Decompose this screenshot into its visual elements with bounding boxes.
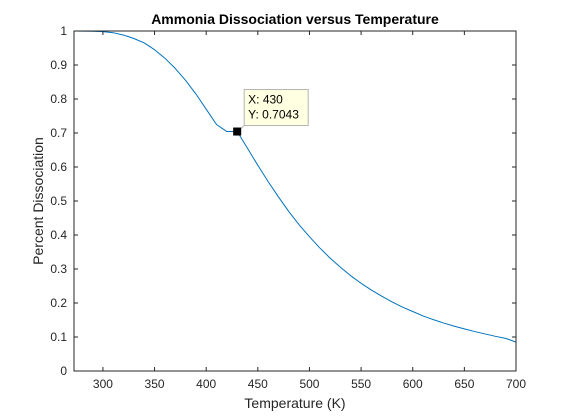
y-axis-label: Percent Dissociation	[30, 137, 46, 265]
datatip-y-value: Y: 0.7043	[248, 108, 299, 122]
series-line-1[interactable]	[73, 30, 517, 343]
y-tick-label-0.7: 0.7	[50, 126, 67, 140]
x-tick-label-300: 300	[93, 377, 113, 391]
x-tick-label-700: 700	[506, 377, 526, 391]
y-tick-label-0.1: 0.1	[50, 330, 67, 344]
x-tick-label-400: 400	[196, 377, 216, 391]
y-tick-label-0.4: 0.4	[50, 228, 67, 242]
y-tick-label-1: 1	[60, 24, 67, 38]
y-tick-label-0.3: 0.3	[50, 262, 67, 276]
datatip-marker[interactable]	[233, 127, 242, 136]
series-layer	[73, 30, 517, 343]
y-tick-label-0.2: 0.2	[50, 296, 67, 310]
x-tick-label-550: 550	[351, 377, 371, 391]
x-tick-label-650: 650	[454, 377, 474, 391]
x-tick-label-450: 450	[248, 377, 268, 391]
y-tick-label-0: 0	[60, 364, 67, 378]
y-tick-label-0.9: 0.9	[50, 58, 67, 72]
y-tick-label-0.5: 0.5	[50, 194, 67, 208]
datatip[interactable]: X: 430 Y: 0.7043	[233, 89, 309, 136]
y-tick-label-0.8: 0.8	[50, 92, 67, 106]
datatip-box[interactable]	[243, 89, 309, 127]
y-tick-label-0.6: 0.6	[50, 160, 67, 174]
axes-background	[74, 31, 516, 371]
chart-title: Ammonia Dissociation versus Temperature	[151, 11, 439, 27]
x-tick-label-500: 500	[299, 377, 319, 391]
x-tick-label-350: 350	[145, 377, 165, 391]
x-axis-label: Temperature (K)	[244, 395, 345, 411]
datatip-x-value: X: 430	[248, 93, 283, 107]
x-tick-label-600: 600	[403, 377, 423, 391]
ticks-layer: 300 350 400 450 500 550 600 650 700 0 0.1 0.2 0.3 0.4…	[50, 24, 526, 391]
